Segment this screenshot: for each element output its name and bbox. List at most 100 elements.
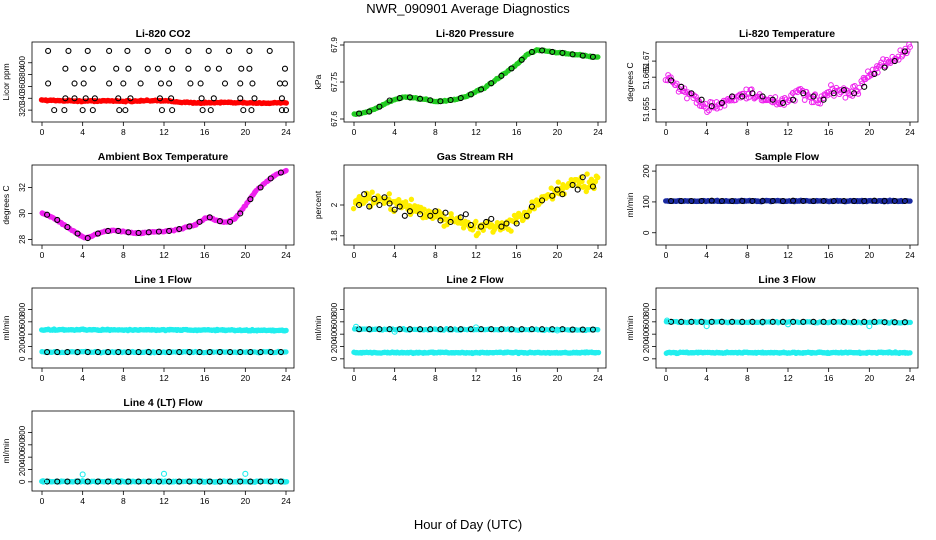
x-tick-label: 0	[40, 250, 45, 260]
data-point	[718, 318, 725, 325]
data-point	[64, 478, 71, 485]
data-point	[278, 95, 285, 102]
data-point	[267, 175, 274, 182]
y-tick-label: 2	[330, 202, 339, 207]
data-point	[729, 197, 736, 205]
x-tick-label: 20	[241, 127, 251, 137]
data-point	[176, 225, 183, 233]
data-point	[186, 223, 193, 230]
y-tick-label: 200	[18, 339, 27, 353]
x-tick-label: 12	[159, 127, 169, 137]
data-point	[61, 107, 68, 114]
data-point	[688, 197, 695, 205]
data-point	[238, 65, 245, 72]
data-point	[89, 107, 96, 114]
y-tick-label: 400	[330, 327, 339, 341]
y-tick-label: 0	[18, 479, 27, 484]
data-point	[801, 97, 808, 103]
data-point	[106, 80, 113, 87]
data-point	[352, 323, 360, 330]
data-point	[830, 197, 837, 205]
x-tick-label: 20	[553, 250, 563, 260]
panel-6: Sample Flow ml/min 0 4 8 12 16 20 24 0 100 200	[625, 151, 919, 260]
data-layer	[663, 317, 913, 357]
y-axis-label: ml/min	[1, 438, 11, 463]
data-layer	[350, 171, 601, 239]
panel-title: Line 3 Flow	[758, 274, 816, 286]
data-point	[907, 198, 913, 204]
data-point	[257, 348, 264, 356]
data-point	[144, 65, 151, 72]
y-tick-label: 400	[642, 327, 651, 341]
data-layer	[351, 323, 602, 357]
data-point	[155, 478, 162, 485]
data-point	[227, 478, 234, 485]
x-tick-label: 16	[200, 496, 210, 506]
data-point	[749, 318, 756, 325]
plot-frame	[655, 41, 919, 123]
data-point	[113, 65, 120, 72]
data-point	[891, 58, 898, 65]
data-point	[803, 88, 810, 95]
data-point	[901, 48, 908, 55]
y-axis-label: degrees C	[1, 185, 11, 224]
data-point	[881, 319, 888, 326]
data-point	[739, 197, 746, 205]
x-tick-label: 24	[593, 250, 603, 260]
x-tick-label: 24	[905, 373, 915, 383]
data-point	[74, 478, 81, 485]
y-tick-label: 51.67	[642, 51, 651, 72]
data-point	[71, 80, 78, 87]
data-point	[187, 80, 194, 87]
data-point	[698, 96, 705, 103]
data-point	[668, 197, 675, 205]
data-point	[779, 318, 786, 325]
data-point	[45, 47, 52, 54]
data-point	[94, 348, 101, 356]
data-point	[205, 47, 212, 54]
data-point	[115, 227, 122, 235]
series-samples	[351, 47, 601, 118]
data-point	[266, 47, 273, 54]
data-point	[437, 326, 444, 333]
x-tick-label: 0	[352, 373, 357, 383]
data-point	[115, 95, 122, 102]
data-point	[769, 96, 776, 103]
data-point	[51, 107, 58, 114]
x-tick-label: 8	[433, 127, 438, 137]
data-point	[830, 90, 837, 97]
x-tick-label: 16	[200, 127, 210, 137]
series-other-samples	[663, 349, 913, 357]
data-point	[242, 470, 249, 477]
data-point	[828, 82, 834, 88]
x-tick-label: 20	[553, 127, 563, 137]
data-point	[881, 197, 888, 205]
data-point	[467, 326, 474, 333]
data-point	[840, 197, 847, 205]
series-averages	[668, 48, 908, 110]
x-tick-label: 20	[865, 373, 875, 383]
x-tick-label: 8	[121, 496, 126, 506]
data-point	[554, 186, 561, 193]
x-tick-label: 0	[352, 250, 357, 260]
data-point	[574, 186, 581, 193]
data-point	[84, 47, 91, 54]
data-point	[277, 169, 284, 176]
data-point	[708, 103, 715, 110]
data-point	[247, 478, 254, 485]
data-point	[427, 97, 434, 104]
data-point	[204, 65, 211, 72]
data-point	[62, 65, 69, 72]
data-point	[79, 471, 86, 478]
plot-frame	[31, 287, 295, 369]
data-point	[283, 478, 290, 485]
x-tick-label: 16	[824, 250, 834, 260]
data-point	[169, 107, 176, 114]
y-tick-label: 340	[18, 91, 27, 105]
data-point	[708, 197, 715, 204]
data-point	[668, 318, 675, 325]
data-point	[197, 80, 204, 87]
data-point	[442, 209, 449, 216]
data-point	[830, 318, 837, 325]
x-tick-label: 24	[905, 250, 915, 260]
